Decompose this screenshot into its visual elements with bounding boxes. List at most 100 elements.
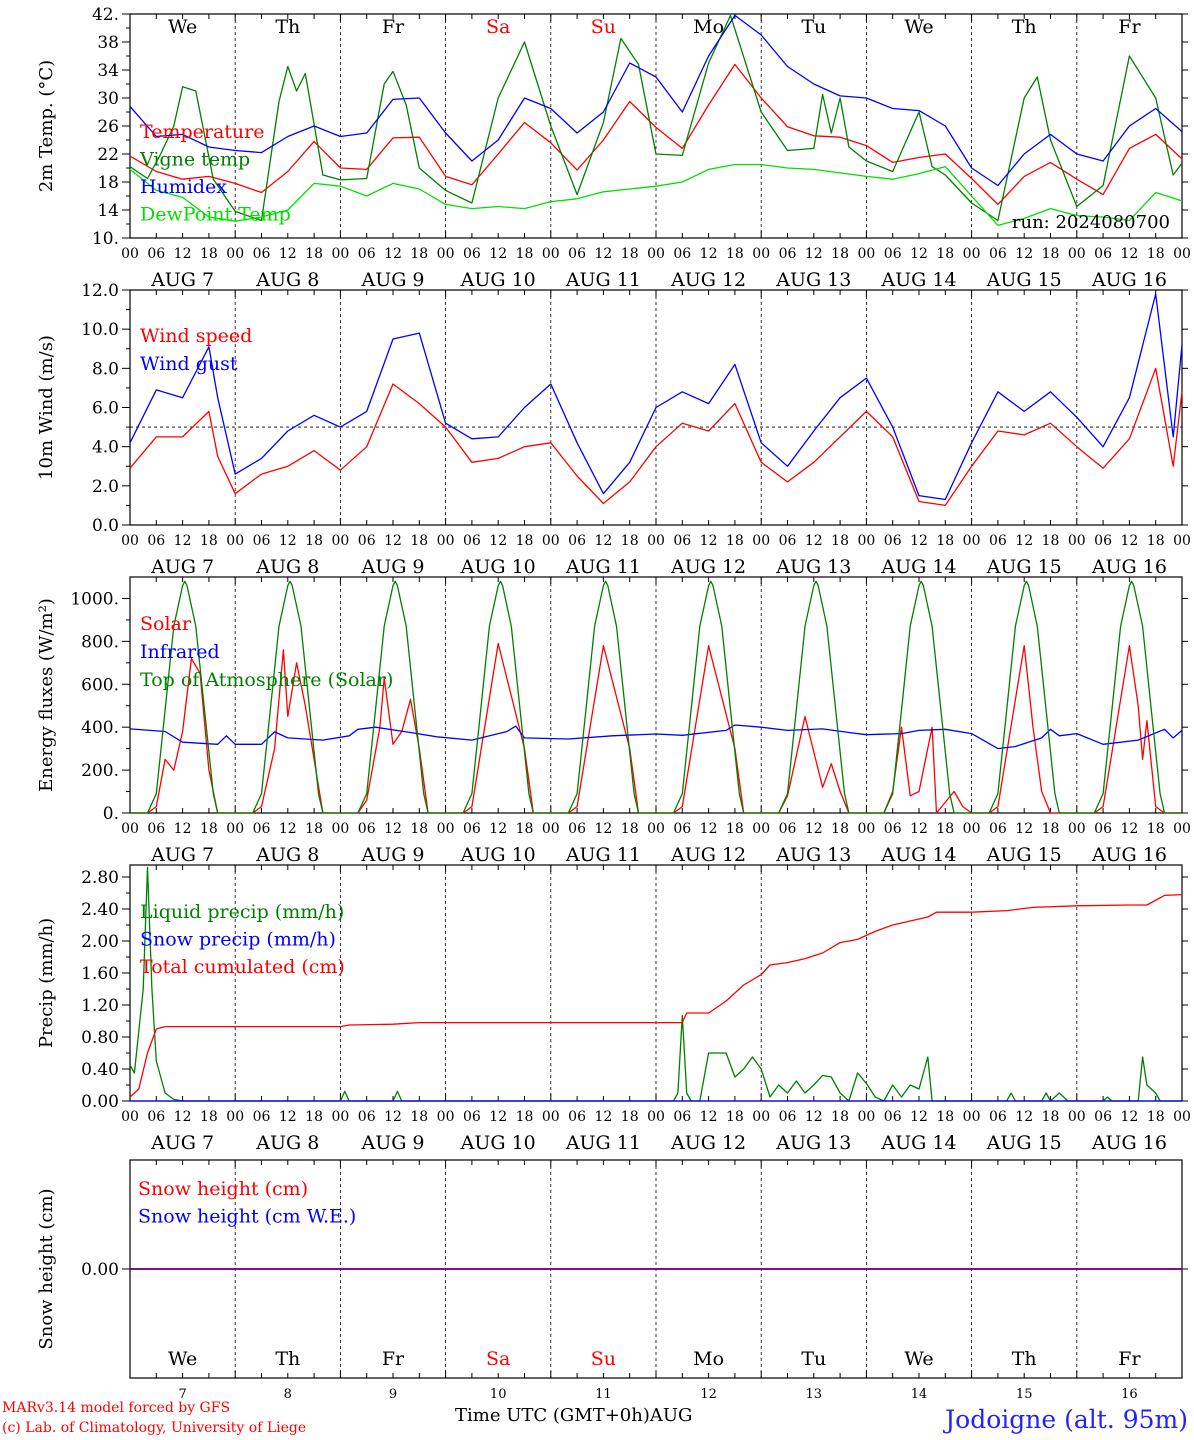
x-hour-label: 12: [489, 821, 507, 837]
x-hour-label: 18: [726, 246, 744, 262]
x-hour-label: 12: [174, 246, 192, 262]
x-day-label: AUG 10: [460, 1132, 536, 1154]
x-day-label: AUG 11: [565, 556, 641, 578]
x-day-label: AUG 8: [255, 1132, 319, 1154]
x-hour-label: 12: [384, 1109, 402, 1125]
x-hour-label: 00: [121, 821, 139, 837]
x-day-label: AUG 7: [150, 1132, 214, 1154]
x-hour-label: 00: [1068, 1109, 1086, 1125]
x-hour-label: 06: [358, 246, 376, 262]
wind-ylabel: 10m Wind (m/s): [36, 335, 57, 480]
x-hour-label: 00: [752, 1109, 770, 1125]
x-hour-label: 12: [910, 533, 928, 549]
x-hour-label: 18: [1042, 533, 1060, 549]
legend-entry: Snow height (cm): [138, 1178, 308, 1200]
x-hour-label: 06: [779, 533, 797, 549]
legend-entry: Top of Atmosphere (Solar): [140, 669, 393, 691]
x-hour-label: 00: [1173, 1109, 1191, 1125]
x-day-label: AUG 13: [775, 269, 851, 291]
x-day-label: AUG 16: [1091, 269, 1167, 291]
x-day-label: AUG 13: [775, 1132, 851, 1154]
x-hour-label: 06: [253, 533, 271, 549]
x-day-label: AUG 15: [986, 556, 1062, 578]
x-hour-label: 12: [279, 246, 297, 262]
x-hour-label: 18: [410, 533, 428, 549]
legend-entry: Snow precip (mm/h): [140, 929, 336, 951]
series-wind-gust: [129, 293, 1183, 501]
x-hour-label: 00: [963, 821, 981, 837]
x-hour-label: 12: [910, 246, 928, 262]
x-hour-label: 12: [384, 246, 402, 262]
x-hour-label: 00: [857, 533, 875, 549]
snow-panel: 0.00 Snow height (cm) 7 8 9 10 11 12 13 14 15 16 We T…: [36, 1159, 1188, 1402]
x-hour-label: 12: [700, 246, 718, 262]
x-hour-label: 18: [621, 1109, 639, 1125]
x-day-label: AUG 10: [460, 556, 536, 578]
x-hour-label: 06: [673, 533, 691, 549]
x-hour-label: 06: [779, 246, 797, 262]
y-tick-label: 12.0: [81, 281, 119, 301]
energy-panel: 0. 200. 400. 600. 800. 1000. Energy fluxes (W/…: [36, 576, 1191, 866]
x-day-label: AUG 14: [880, 1132, 956, 1154]
x-day-label: AUG 13: [775, 556, 851, 578]
y-tick-label: 26: [97, 117, 119, 137]
lab-credit: (c) Lab. of Climatology, University of L…: [2, 1420, 307, 1436]
x-hour-label: 06: [779, 1109, 797, 1125]
x-day-label: AUG 12: [670, 1132, 746, 1154]
x-day-label: AUG 14: [880, 556, 956, 578]
x-day-label: AUG 13: [775, 844, 851, 866]
y-tick-label: 200.: [81, 761, 119, 781]
y-tick-label: 800.: [81, 632, 119, 652]
y-tick-label: 1.20: [81, 996, 119, 1016]
x-hour-label: 18: [831, 821, 849, 837]
x-hour-label: 12: [594, 533, 612, 549]
x-hour-label: 00: [752, 821, 770, 837]
legend-entry: DewPoint Temp: [140, 204, 291, 226]
x-hour-label: 12: [174, 821, 192, 837]
x-hour-label: 00: [121, 246, 139, 262]
wind-panel: 0.0 2.0 4.0 6.0 8.0 10.0 12.0 10m Wind (m/s) 00 0…: [36, 281, 1191, 578]
x-hour-label: 00: [121, 533, 139, 549]
x-hour-label: 18: [1042, 1109, 1060, 1125]
x-hour-label: 18: [1147, 1109, 1165, 1125]
y-tick-label: 0.80: [81, 1028, 119, 1048]
x-day-label: AUG 7: [150, 556, 214, 578]
x-hour-label: 00: [752, 533, 770, 549]
run-label: run: 2024080700: [1012, 212, 1170, 233]
x-day-label: AUG 14: [880, 269, 956, 291]
x-hour-label: 00: [1173, 246, 1191, 262]
x-hour-label: 12: [384, 821, 402, 837]
x-hour-label: 00: [542, 533, 560, 549]
y-tick-label: 1000.: [70, 589, 119, 609]
series-infrared: [129, 724, 1183, 750]
x-day-label: AUG 15: [986, 1132, 1062, 1154]
x-hour-label: 12: [174, 1109, 192, 1125]
series-temperature: [129, 63, 1183, 206]
x-hour-label: 18: [1042, 821, 1060, 837]
x-hour-label: 00: [437, 821, 455, 837]
x-day-label: AUG 16: [1091, 844, 1167, 866]
x-hour-label: 00: [331, 821, 349, 837]
y-tick-label: 1.60: [81, 964, 119, 984]
x-day-label: AUG 11: [565, 269, 641, 291]
x-hour-label: 12: [700, 1109, 718, 1125]
x-hour-label: 00: [121, 1109, 139, 1125]
x-date-label: 7: [178, 1387, 186, 1402]
series-dewpoint-temp: [129, 163, 1183, 227]
x-hour-label: 00: [1173, 533, 1191, 549]
weekday-label: Sa: [486, 16, 510, 38]
legend-entry: Liquid precip (mm/h): [140, 901, 344, 923]
x-hour-label: 18: [305, 1109, 323, 1125]
x-hour-label: 06: [884, 1109, 902, 1125]
y-tick-label: 14: [97, 201, 119, 221]
x-hour-label: 12: [489, 1109, 507, 1125]
x-hour-label: 06: [147, 246, 165, 262]
x-day-label: AUG 12: [670, 556, 746, 578]
x-hour-label: 00: [226, 821, 244, 837]
x-hour-label: 00: [1068, 246, 1086, 262]
x-hour-label: 00: [226, 1109, 244, 1125]
x-hour-label: 00: [331, 246, 349, 262]
x-hour-label: 06: [568, 1109, 586, 1125]
x-hour-label: 00: [331, 1109, 349, 1125]
x-hour-label: 06: [147, 533, 165, 549]
